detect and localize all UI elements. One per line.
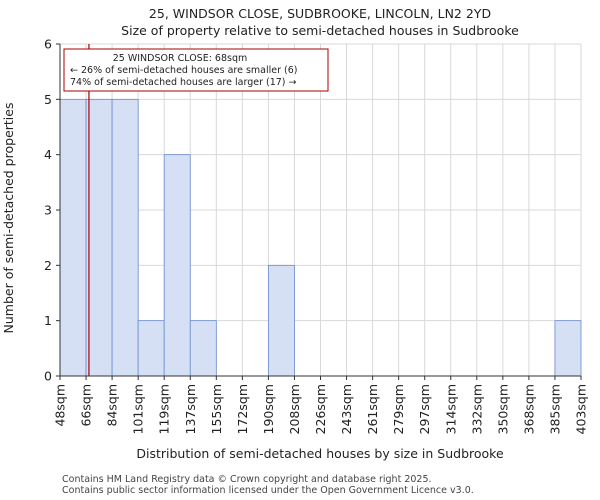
x-tick-label: 279sqm: [391, 384, 406, 434]
histogram-bar: [59, 98, 87, 377]
x-tick-label: 172sqm: [235, 384, 250, 434]
y-axis-label: Number of semi-detached properties: [1, 103, 16, 334]
x-tick-label: 48sqm: [53, 384, 68, 427]
x-tick-label: 261sqm: [365, 384, 380, 434]
x-tick-label: 84sqm: [105, 384, 120, 427]
histogram-bar: [111, 98, 139, 377]
histogram-bar: [137, 320, 165, 377]
x-tick-label: 226sqm: [313, 384, 328, 434]
bars: [59, 98, 582, 377]
histogram-bar: [85, 98, 113, 377]
x-tick-label: 119sqm: [157, 384, 172, 434]
x-tick-label: 350sqm: [495, 384, 510, 434]
chart-subtitle: Size of property relative to semi-detach…: [121, 23, 519, 38]
y-tick-label: 6: [44, 37, 52, 52]
footer-licence: Contains public sector information licen…: [62, 485, 474, 496]
y-tick-label: 5: [44, 92, 52, 107]
x-tick-label: 190sqm: [261, 384, 276, 434]
x-tick-label: 243sqm: [339, 384, 354, 434]
histogram-bar: [189, 320, 217, 377]
x-axis-label: Distribution of semi-detached houses by …: [136, 446, 504, 461]
x-tick-label: 208sqm: [287, 384, 302, 434]
y-tick-label: 2: [44, 258, 52, 273]
x-tick-label: 297sqm: [417, 384, 432, 434]
y-tick-label: 1: [44, 313, 52, 328]
annotation-box: [63, 48, 329, 92]
histogram-bar: [163, 154, 191, 377]
footer-copyright: Contains HM Land Registry data © Crown c…: [62, 474, 432, 485]
histogram-bar: [267, 264, 295, 377]
x-tick-label: 332sqm: [469, 384, 484, 434]
x-tick-label: 66sqm: [79, 384, 94, 427]
y-tick-label: 0: [44, 369, 52, 384]
annotation-line: ← 26% of semi-detached houses are smalle…: [70, 65, 298, 76]
annotation-line: 74% of semi-detached houses are larger (…: [70, 77, 297, 88]
y-tick-label: 4: [44, 147, 52, 162]
x-tick-labels: 48sqm 66sqm 84sqm 101sqm 119sqm 137sqm 155sqm 1…: [53, 376, 589, 434]
chart-title: 25, WINDSOR CLOSE, SUDBROOKE, LINCOLN, L…: [149, 6, 491, 21]
histogram-bar: [554, 320, 582, 377]
x-tick-label: 137sqm: [183, 384, 198, 434]
annotation-line: 25 WINDSOR CLOSE: 68sqm: [113, 53, 248, 64]
x-tick-label: 314sqm: [443, 384, 458, 434]
y-tick-label: 3: [44, 203, 52, 218]
histogram-chart: 25, WINDSOR CLOSE, SUDBROOKE, LINCOLN, L…: [1, 6, 589, 461]
x-tick-label: 403sqm: [574, 384, 589, 434]
y-tick-labels: 0 1 2 3 4 5 6: [44, 37, 60, 384]
x-tick-label: 155sqm: [209, 384, 224, 434]
x-tick-label: 101sqm: [131, 384, 146, 434]
x-tick-label: 385sqm: [547, 384, 562, 434]
x-tick-label: 368sqm: [521, 384, 536, 434]
property-marker: 25 WINDSOR CLOSE: 68sqm← 26% of semi-det…: [63, 44, 329, 376]
